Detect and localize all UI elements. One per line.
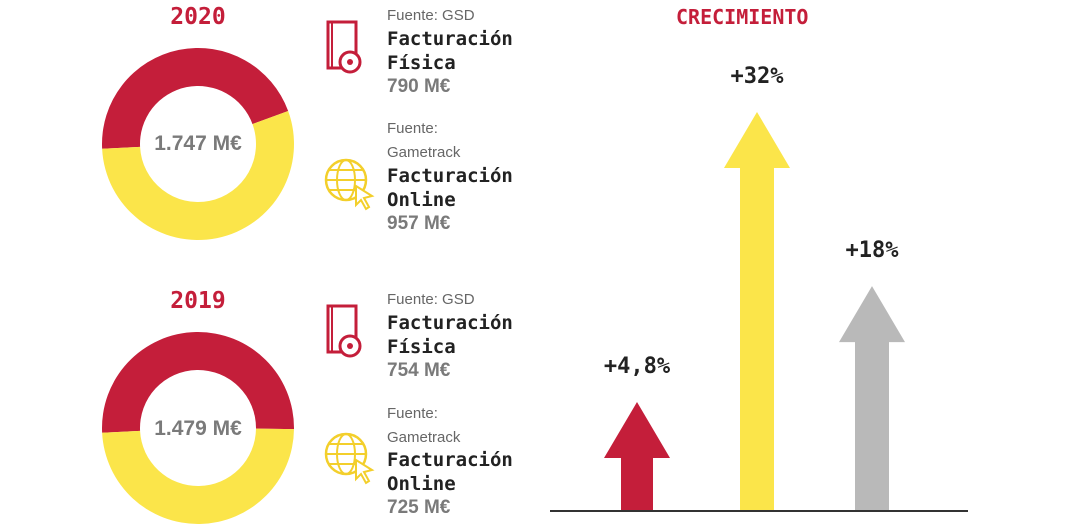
growth-arrow-gray — [839, 286, 905, 510]
growth-label: +18% — [845, 238, 899, 264]
metric-label: Online — [387, 473, 456, 495]
metric-label: Física — [387, 52, 456, 74]
donut-2019 — [102, 332, 295, 525]
growth-title: CRECIMIENTO — [676, 5, 809, 29]
donut-2020-total: 1.747 M€ — [154, 132, 242, 155]
metric-label: Facturación — [387, 165, 513, 187]
amount-label: 725 M€ — [387, 497, 451, 518]
metric-label: Online — [387, 189, 456, 211]
growth-label: +4,8% — [603, 354, 671, 379]
metric-label: Física — [387, 336, 456, 358]
donut-slice-online — [102, 111, 295, 240]
amount-label: 754 M€ — [387, 360, 451, 381]
source-label: Gametrack — [387, 144, 461, 161]
source-label: Fuente: GSD — [387, 291, 475, 308]
amount-label: 957 M€ — [387, 213, 451, 234]
donut-slice-fisica — [102, 332, 295, 433]
donut-2020 — [102, 47, 295, 240]
book-disc-icon — [326, 304, 362, 358]
source-label: Gametrack — [387, 429, 461, 446]
book-disc-icon — [326, 20, 362, 74]
growth-arrow-yellow — [724, 112, 790, 510]
amount-label: 790 M€ — [387, 76, 451, 97]
metric-label: Facturación — [387, 312, 513, 334]
year-2020-title: 2020 — [170, 4, 226, 30]
globe-cursor-icon — [324, 158, 375, 211]
globe-cursor-icon — [324, 432, 375, 485]
growth-chart — [550, 112, 968, 512]
growth-label: +32% — [730, 64, 784, 89]
metric-label: Facturación — [387, 28, 513, 50]
source-label: Fuente: GSD — [387, 7, 475, 24]
donut-slice-online — [102, 428, 294, 525]
metric-label: Facturación — [387, 449, 513, 471]
donut-2019-total: 1.479 M€ — [154, 417, 242, 440]
source-label: Fuente: — [387, 405, 438, 422]
donut-slice-fisica — [102, 47, 289, 149]
growth-arrow-red — [604, 402, 670, 510]
year-2019-title: 2019 — [170, 288, 226, 314]
source-label: Fuente: — [387, 120, 438, 137]
